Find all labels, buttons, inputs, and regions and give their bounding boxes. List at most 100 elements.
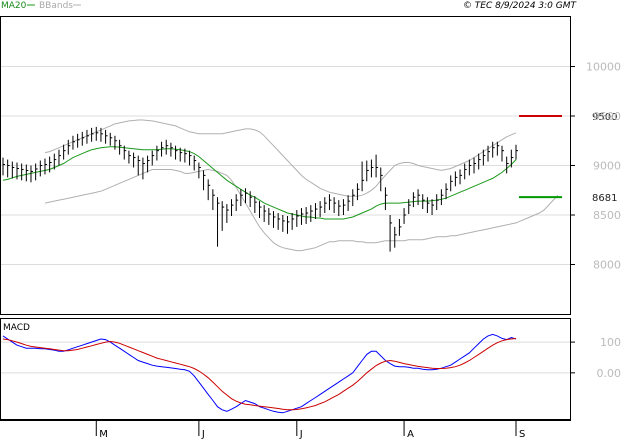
price-bar xyxy=(431,199,435,215)
price-bar xyxy=(473,157,477,174)
price-bar xyxy=(109,132,113,146)
price-bar xyxy=(7,159,10,178)
price-bar xyxy=(398,218,402,236)
price-bar xyxy=(67,139,71,155)
price-bar xyxy=(133,152,136,168)
grid xyxy=(1,66,570,265)
price-bar xyxy=(314,203,318,219)
header: MA20 BBands © TEC 8/9/2024 3:0 GMT xyxy=(1,1,577,11)
macd-axis: 100 0.00 xyxy=(570,336,621,380)
price-bar xyxy=(77,133,80,148)
price-bars xyxy=(2,126,518,252)
price-bar xyxy=(189,150,192,166)
ma20-line-group xyxy=(2,146,517,220)
price-bar xyxy=(170,142,173,157)
price-bar xyxy=(91,127,94,142)
price-bar xyxy=(328,194,332,211)
support-label: 8681 xyxy=(592,193,617,204)
price-axis: 8000 8500 9000 9500 10000 xyxy=(570,61,621,272)
macd-signal-line xyxy=(2,337,517,411)
price-bar xyxy=(417,189,421,206)
price-bar xyxy=(510,149,514,168)
price-bar xyxy=(300,208,304,225)
macd-tick-label: 0.00 xyxy=(597,367,622,380)
price-bar xyxy=(426,197,430,214)
price-bar xyxy=(277,213,281,230)
price-levels: 9500 8681 xyxy=(519,112,617,204)
price-bar xyxy=(356,183,360,201)
month-label: S xyxy=(519,429,525,440)
price-bar xyxy=(268,208,271,225)
price-bar xyxy=(147,155,150,173)
price-bar xyxy=(39,160,43,177)
price-bar xyxy=(217,197,220,247)
price-bar xyxy=(310,205,313,222)
month-label: A xyxy=(407,429,414,440)
price-bar xyxy=(296,210,299,227)
price-bar xyxy=(235,194,239,212)
price-bar xyxy=(286,215,290,234)
price-bar xyxy=(515,144,518,160)
price-bar xyxy=(249,191,253,208)
price-bar xyxy=(156,145,159,161)
price-bar xyxy=(81,131,85,146)
price-bar xyxy=(105,129,108,144)
price-bar xyxy=(114,135,117,150)
price-tick-label: 9500 xyxy=(593,110,621,123)
price-bar xyxy=(389,215,393,252)
resistance-label: 9500 xyxy=(592,112,617,123)
price-tick-label: 8000 xyxy=(593,259,621,272)
price-bar xyxy=(282,215,285,232)
price-bar xyxy=(35,163,38,181)
price-bar xyxy=(259,201,262,218)
macd-tick-label: 100 xyxy=(600,336,621,349)
price-bar xyxy=(468,159,472,176)
price-bar xyxy=(221,201,225,231)
price-bar xyxy=(272,211,276,228)
price-bar xyxy=(161,141,164,157)
price-bar xyxy=(245,188,248,204)
price-bar xyxy=(179,147,183,162)
price-bar xyxy=(408,199,411,215)
price-bar xyxy=(128,150,131,164)
price-bar xyxy=(342,199,346,215)
price-tick-label: 9000 xyxy=(593,160,621,173)
price-bar xyxy=(63,144,66,160)
price-bar xyxy=(2,157,5,176)
price-bar xyxy=(487,145,491,162)
price-bar xyxy=(123,145,127,160)
price-bar xyxy=(440,189,444,206)
price-bar xyxy=(207,179,211,201)
price-bar xyxy=(44,158,47,175)
month-label: M xyxy=(99,429,108,440)
macd-panel xyxy=(1,333,570,414)
macd-macd-line xyxy=(2,333,517,414)
price-bar xyxy=(478,153,481,170)
price-bar xyxy=(422,194,425,210)
price-bar xyxy=(291,213,295,230)
price-bar xyxy=(151,150,155,166)
price-bar xyxy=(11,161,15,179)
price-bar xyxy=(394,226,397,248)
price-bar xyxy=(333,197,337,214)
price-bar xyxy=(361,161,365,192)
legend-bbands: BBands xyxy=(39,1,73,11)
bband-lower-line xyxy=(44,168,559,252)
macd-title: MACD xyxy=(3,323,30,333)
month-label: J xyxy=(299,429,303,440)
price-bar xyxy=(450,175,453,192)
price-bar xyxy=(72,135,75,150)
price-bar xyxy=(212,189,215,211)
price-bar xyxy=(58,149,61,166)
price-bar xyxy=(240,189,243,207)
price-bar xyxy=(30,165,33,183)
price-bar xyxy=(95,126,99,141)
price-bar xyxy=(49,156,52,173)
price-bar xyxy=(366,160,369,182)
price-bar xyxy=(380,167,383,192)
price-bar xyxy=(370,159,374,178)
price-bar xyxy=(492,141,495,158)
price-bar xyxy=(501,145,505,162)
price-bar xyxy=(496,141,500,156)
